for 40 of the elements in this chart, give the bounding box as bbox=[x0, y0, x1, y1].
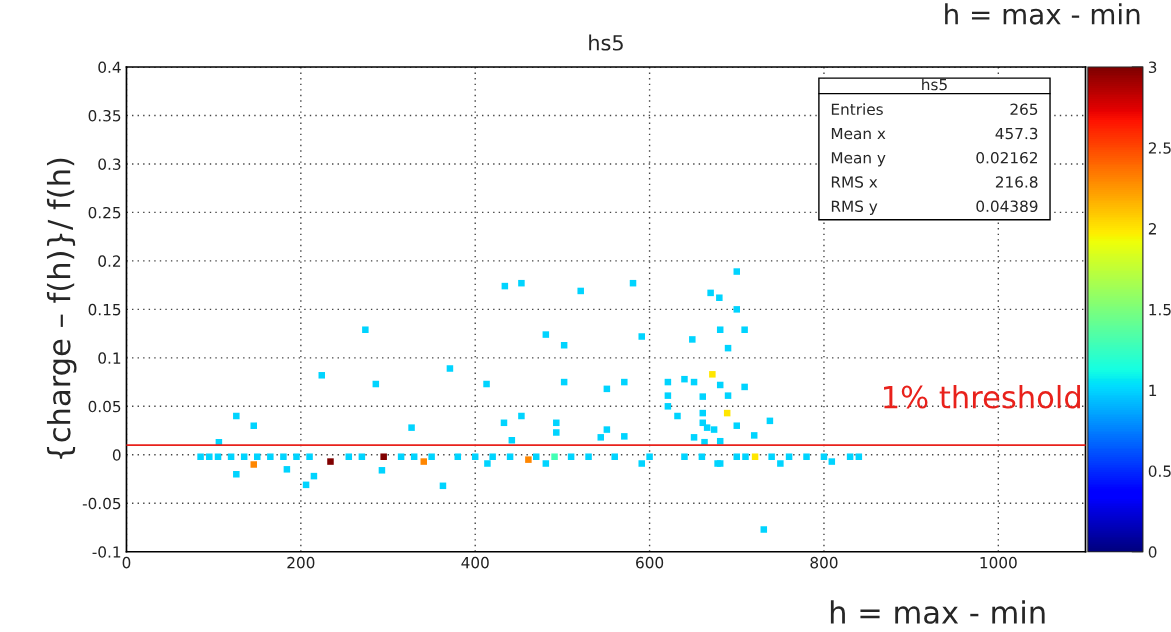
y-tick-label: 0 bbox=[112, 449, 121, 461]
y-tick-label: 0.25 bbox=[88, 206, 121, 219]
annotation: Mean x bbox=[831, 127, 886, 140]
y-tick-label: 0.15 bbox=[88, 303, 121, 316]
x-tick-label: 800 bbox=[810, 556, 838, 569]
x-tick-label: 400 bbox=[461, 556, 489, 569]
color-bar-label: 1.5 bbox=[1149, 304, 1171, 316]
chart-title: hs5 bbox=[589, 34, 623, 51]
annotation: RMS y bbox=[831, 200, 878, 215]
annotation: 0.02162 bbox=[976, 151, 1037, 164]
color-bar-label: 0 bbox=[1148, 546, 1157, 558]
y-tick-label: 0.1 bbox=[98, 352, 121, 364]
color-bar-label: 0.5 bbox=[1148, 465, 1171, 477]
x-tick-label: 200 bbox=[287, 556, 315, 569]
y-tick-label: -0.1 bbox=[92, 546, 121, 558]
color-bar-label: 2.5 bbox=[1148, 142, 1171, 154]
ref-line-label: 1% threshold bbox=[884, 384, 1080, 409]
y-tick-label: 0.3 bbox=[98, 158, 121, 170]
annotation: Entries bbox=[831, 103, 883, 116]
annotation: Mean y bbox=[831, 152, 886, 167]
text: h = max - min bbox=[945, 3, 1140, 25]
y-tick-label: -0.05 bbox=[82, 497, 121, 510]
y-tick-label: 0.05 bbox=[88, 400, 121, 413]
x-tick-label: 1000 bbox=[980, 556, 1017, 569]
y-axis-title: {charge – f(h)}/ f(h) bbox=[46, 158, 77, 459]
y-tick-label: 0.2 bbox=[98, 255, 121, 267]
annotation: 216.8 bbox=[995, 176, 1038, 188]
color-bar-label: 2 bbox=[1148, 223, 1156, 235]
annotation: RMS x bbox=[831, 176, 878, 188]
x-tick-label: 0 bbox=[122, 556, 131, 569]
color-bar-label: 3 bbox=[1148, 61, 1157, 74]
annotation: 457.3 bbox=[995, 127, 1038, 140]
color-bar-label: 1 bbox=[1149, 384, 1157, 396]
x-axis-title: h = max - min bbox=[830, 600, 1045, 624]
x-tick-label: 600 bbox=[636, 556, 664, 569]
annotation: 0.04389 bbox=[976, 200, 1038, 212]
annotation: hs5 bbox=[922, 78, 947, 91]
annotation: 265 bbox=[1010, 103, 1038, 116]
y-tick-label: 0.4 bbox=[98, 61, 121, 74]
y-tick-label: 0.35 bbox=[88, 109, 121, 122]
